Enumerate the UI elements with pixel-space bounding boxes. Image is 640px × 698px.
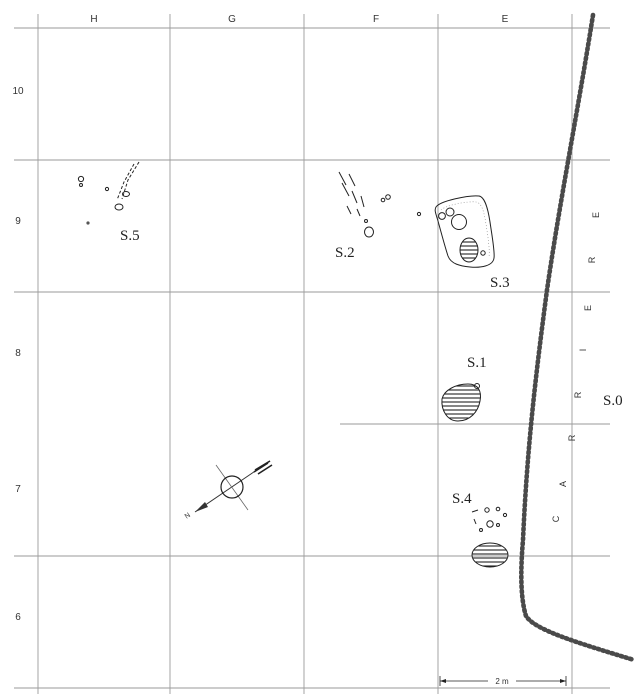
scale-bar [439,676,567,686]
row-label-7: 7 [15,484,21,495]
quarry-letter-5: I [578,349,588,352]
quarry-letter-4: R [573,391,583,398]
quarry-letter-1: C [551,515,561,522]
column-label-h: H [90,14,97,25]
quarry-boundary [519,12,637,663]
column-label-g: G [228,14,236,25]
row-label-6: 6 [15,612,21,623]
structure-s3-features [434,195,495,268]
scale-label: 2 m [495,677,509,686]
quarry-letter-8: E [591,212,601,218]
north-label: N [184,512,192,521]
structure-s2-features [338,171,422,238]
structure-label-s1: S.1 [467,355,487,371]
structure-label-s0: S.0 [603,393,623,409]
row-label-10: 10 [12,86,24,97]
quarry-letter-2: A [558,481,568,487]
column-label-e: E [502,14,509,25]
row-label-8: 8 [15,348,21,359]
row-label-9: 9 [15,216,21,227]
quarry-letter-3: R [567,434,577,441]
structure-label-s5: S.5 [120,228,140,244]
structure-label-s2: S.2 [335,245,355,261]
structure-s4-features [471,506,509,568]
north-arrow-icon [194,460,273,513]
quarry-letter-6: E [583,305,593,311]
column-label-f: F [373,14,379,25]
grid-lines [14,14,610,694]
structure-label-s4: S.4 [452,491,472,507]
structure-label-s3: S.3 [490,275,510,291]
structure-s1-features [441,383,481,422]
quarry-letter-7: R [587,256,597,263]
structure-s5-features [77,161,140,225]
